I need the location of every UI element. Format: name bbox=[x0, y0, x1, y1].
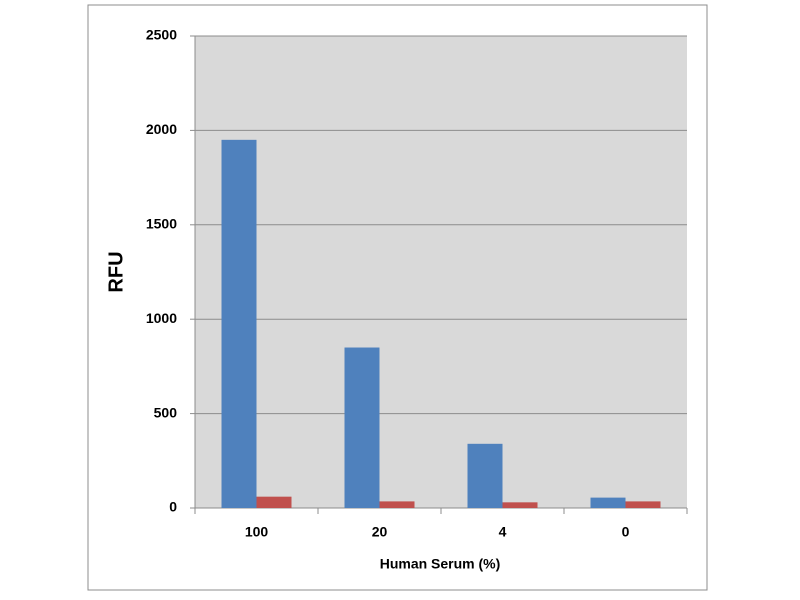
bar bbox=[256, 496, 292, 508]
bar bbox=[467, 443, 503, 508]
y-axis-title: RFU bbox=[105, 251, 127, 292]
plot-area bbox=[195, 36, 687, 508]
x-tick-label: 100 bbox=[245, 524, 269, 540]
y-tick-label: 1500 bbox=[146, 216, 177, 232]
bar bbox=[625, 501, 661, 508]
y-tick-label: 2000 bbox=[146, 121, 177, 137]
x-tick-label: 4 bbox=[499, 524, 507, 540]
y-tick-label: 0 bbox=[169, 499, 177, 515]
y-tick-label: 500 bbox=[154, 404, 178, 420]
y-tick-label: 1000 bbox=[146, 310, 177, 326]
bar bbox=[221, 139, 257, 508]
y-tick-label: 2500 bbox=[146, 27, 177, 43]
x-tick-label: 0 bbox=[622, 524, 630, 540]
bar bbox=[590, 497, 626, 508]
x-axis-title: Human Serum (%) bbox=[380, 556, 501, 572]
bar bbox=[344, 347, 380, 508]
bar bbox=[379, 501, 415, 508]
x-tick-label: 20 bbox=[372, 524, 388, 540]
bar bbox=[502, 502, 538, 508]
